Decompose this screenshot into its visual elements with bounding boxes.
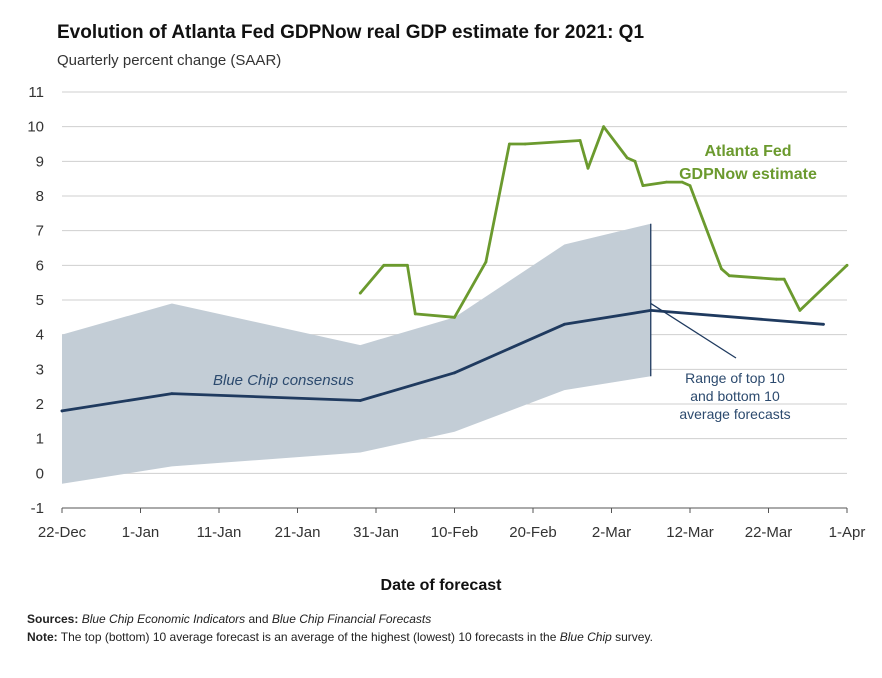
range-band-area (62, 223, 651, 484)
data-point (406, 263, 409, 267)
data-point (170, 392, 174, 395)
range-band (62, 223, 651, 484)
data-point (822, 322, 825, 326)
y-tick-label: 2 (36, 396, 44, 413)
data-point (727, 274, 731, 278)
data-point (60, 409, 64, 413)
data-point (845, 263, 849, 267)
range-pointer-line (650, 302, 737, 359)
gdpnow-annotation: Atlanta Fed GDPNow estimate (668, 140, 828, 186)
y-tick-label: 3 (36, 361, 44, 378)
range-annotation-line3: average forecasts (679, 406, 791, 422)
x-tick-label: 22-Dec (38, 524, 87, 541)
data-point (782, 277, 786, 281)
sources-text-2: Blue Chip Financial Forecasts (271, 612, 432, 626)
y-tick-label: 7 (36, 223, 44, 240)
data-point (563, 322, 566, 326)
chart-subtitle: Quarterly percent change (SAAR) (57, 52, 282, 69)
x-tick-label: 21-Jan (275, 524, 321, 541)
data-point (625, 156, 629, 160)
data-point (413, 312, 417, 316)
chart-title: Evolution of Atlanta Fed GDPNow real GDP… (57, 22, 645, 43)
data-point (720, 267, 723, 271)
data-point (586, 166, 590, 170)
x-tick-label: 11-Jan (197, 524, 242, 541)
gdpnow-annotation-line2: GDPNow estimate (679, 166, 817, 183)
x-tick-label: 2-Mar (592, 524, 631, 541)
data-point (665, 180, 668, 184)
chart-svg: -1 0 1 2 3 4 5 6 7 8 9 10 11 22-Dec 1-Jan 11-Jan 21-Jan 3… (27, 84, 865, 541)
data-point (641, 184, 645, 188)
y-tick-label: 0 (36, 465, 44, 482)
note-italic: Blue Chip (559, 630, 612, 644)
y-tick-label: 4 (36, 327, 44, 344)
data-point (382, 263, 386, 267)
range-annotation-line1: Range of top 10 (685, 370, 785, 386)
y-tick-label: 1 (36, 431, 44, 448)
callout-lines (650, 223, 737, 377)
data-point (523, 142, 527, 146)
data-point (453, 371, 456, 375)
data-point (633, 159, 637, 163)
note-text-1: The top (bottom) 10 average forecast is … (60, 630, 557, 644)
axes: -1 0 1 2 3 4 5 6 7 8 9 10 11 22-Dec 1-Jan 11-Jan 21-Jan 3… (27, 84, 865, 541)
y-tick-label: 10 (27, 119, 44, 136)
sources-note: Sources: Blue Chip Economic Indicators a… (27, 612, 431, 626)
note-label: Note: (27, 630, 58, 644)
x-axis-label: Date of forecast (380, 577, 502, 594)
data-point (688, 184, 692, 188)
footnote: Note: The top (bottom) 10 average foreca… (27, 630, 653, 644)
sources-label: Sources: (27, 612, 79, 626)
data-point (358, 399, 362, 402)
y-tick-label: 11 (28, 84, 44, 101)
note-text-2: survey. (615, 630, 653, 644)
x-tick-label: 22-Mar (745, 524, 793, 541)
y-tick-label: 8 (36, 188, 44, 205)
y-tick-label: -1 (31, 500, 44, 517)
sources-and: and (248, 612, 269, 626)
range-annotation: Range of top 10 and bottom 10 average fo… (660, 369, 810, 423)
y-tick-label: 5 (36, 292, 44, 309)
bluechip-annotation: Blue Chip consensus (213, 372, 354, 389)
x-tick-label: 12-Mar (666, 524, 714, 541)
data-point (484, 260, 488, 264)
x-tick-label: 31-Jan (353, 524, 399, 541)
data-point (798, 309, 802, 312)
x-tick-label: 1-Apr (829, 524, 866, 541)
gdpnow-annotation-line1: Atlanta Fed (704, 143, 792, 160)
data-point (453, 315, 456, 319)
data-point (508, 142, 511, 146)
x-tick-label: 10-Feb (431, 524, 479, 541)
data-point (680, 180, 684, 184)
data-point (358, 291, 362, 295)
data-point (774, 277, 778, 281)
data-point (578, 139, 582, 142)
range-annotation-line2: and bottom 10 (690, 388, 780, 404)
data-point (602, 125, 606, 129)
x-tick-label: 20-Feb (509, 524, 557, 541)
x-tick-label: 1-Jan (122, 524, 160, 541)
sources-text-1: Blue Chip Economic Indicators (81, 612, 246, 626)
y-tick-label: 9 (36, 153, 44, 170)
y-tick-label: 6 (36, 257, 44, 274)
